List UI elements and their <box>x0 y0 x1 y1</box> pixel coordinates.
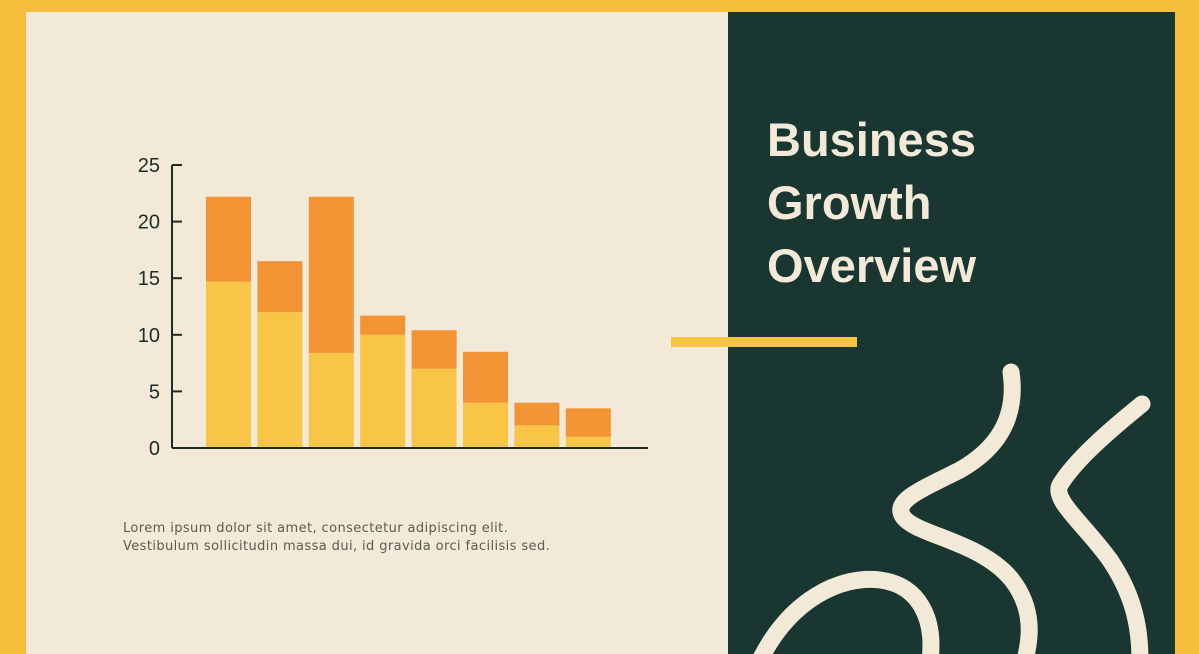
bar-8-segment-2 <box>565 408 611 437</box>
bar-7-segment-2 <box>514 402 560 426</box>
bar-5-segment-1 <box>411 368 457 448</box>
bar-4-segment-2 <box>360 315 406 335</box>
deco-curve-1 <box>892 363 1038 654</box>
deco-curve-3 <box>753 570 940 654</box>
y-tick-label: 20 <box>138 212 160 234</box>
deco-curve-2 <box>1050 395 1151 654</box>
title-line-3: Overview <box>767 239 977 292</box>
bar-3-segment-2 <box>308 196 354 353</box>
bars <box>206 196 611 448</box>
y-tick-label: 25 <box>138 155 160 177</box>
accent-divider <box>671 337 857 347</box>
bar-6-segment-1 <box>463 402 508 448</box>
y-tick-label: 10 <box>138 325 160 347</box>
stacked-bar-chart: 0 5 10 15 20 25 <box>138 155 648 460</box>
page-title: Business Growth Overview <box>767 108 1107 297</box>
bar-7-segment-1 <box>514 425 560 448</box>
y-tick-label: 15 <box>138 268 160 290</box>
bar-4-segment-1 <box>360 334 406 448</box>
bar-2-segment-2 <box>257 261 303 313</box>
caption-line-2: Vestibulum sollicitudin massa dui, id gr… <box>123 539 551 554</box>
caption-line-1: Lorem ipsum dolor sit amet, consectetur … <box>123 521 509 536</box>
y-tick-label: 5 <box>149 381 160 403</box>
bar-1-segment-2 <box>206 196 251 282</box>
slide <box>26 12 1175 654</box>
bar-3-segment-1 <box>308 352 354 448</box>
title-line-2: Growth <box>767 176 932 229</box>
bar-1-segment-1 <box>206 281 251 448</box>
bar-5-segment-2 <box>411 330 457 369</box>
bar-8-segment-1 <box>565 436 611 448</box>
bar-6-segment-2 <box>463 351 508 403</box>
title-line-1: Business <box>767 113 976 166</box>
y-tick-label: 0 <box>149 438 160 460</box>
bar-2-segment-1 <box>257 312 303 448</box>
y-axis: 0 5 10 15 20 25 <box>138 155 182 460</box>
caption-text: Lorem ipsum dolor sit amet, consectetur … <box>123 520 683 556</box>
